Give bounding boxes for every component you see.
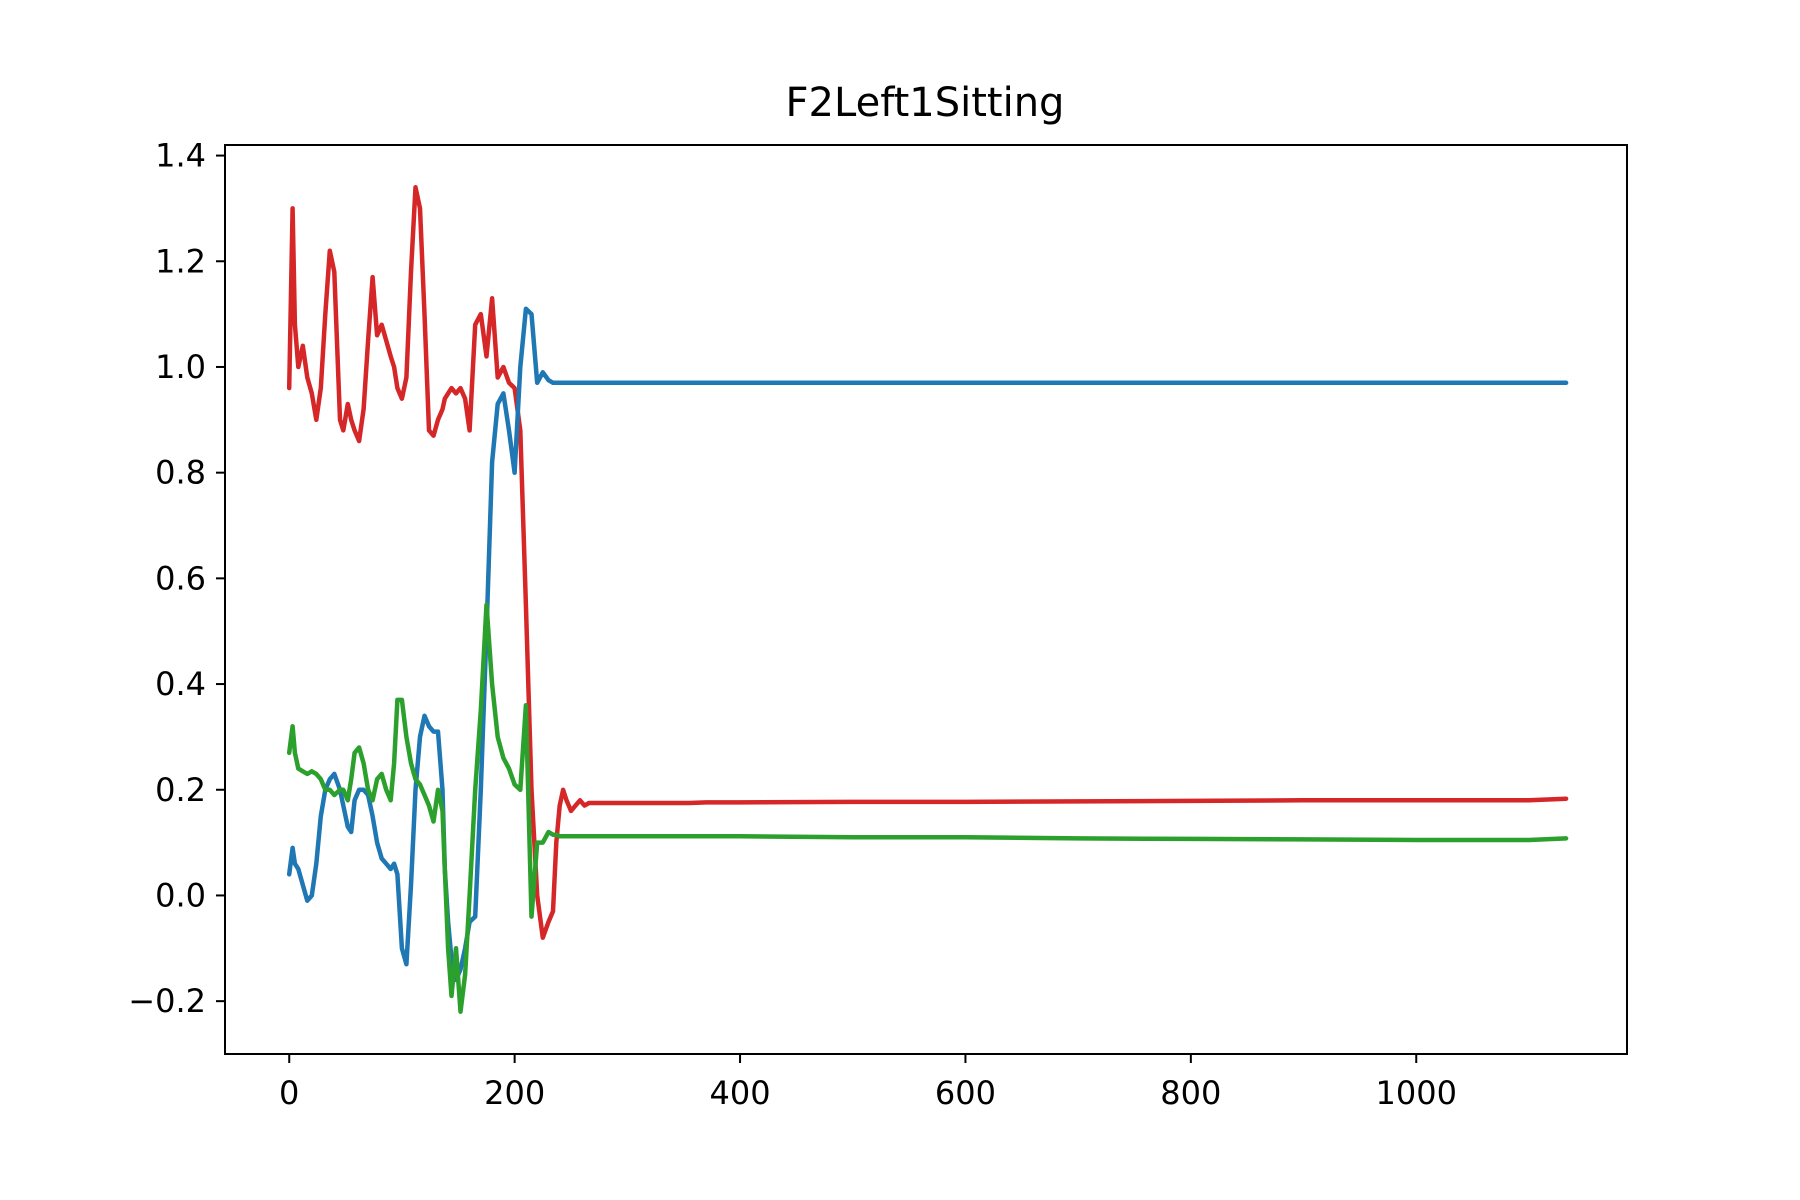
y-tick-label: 0.6 (155, 559, 206, 597)
plot-frame (224, 144, 1628, 1055)
x-tick-label: 600 (935, 1074, 996, 1112)
y-tick-label: 0.2 (155, 771, 206, 809)
series-layer (286, 185, 1569, 1014)
y-axis: −0.2 0.0 0.2 0.4 0.6 0.8 1.0 1.2 1.4 (128, 137, 225, 1020)
x-tick-label: 0 (279, 1074, 299, 1112)
y-tick-label: 1.2 (155, 242, 206, 280)
series-line-3 (286, 602, 1569, 1014)
y-tick-label: −0.2 (128, 982, 206, 1020)
x-axis: 0 200 400 600 800 1000 (279, 1054, 1457, 1112)
y-tick-label: 1.4 (155, 137, 206, 175)
y-tick-label: 0.4 (155, 665, 206, 703)
x-tick-label: 200 (484, 1074, 545, 1112)
chart-title: F2Left1Sitting (786, 80, 1065, 126)
series-line-1 (286, 185, 1569, 940)
series-line-2 (286, 306, 1569, 983)
x-tick-label: 800 (1160, 1074, 1221, 1112)
y-tick-label: 1.0 (155, 348, 206, 386)
x-tick-label: 1000 (1376, 1074, 1457, 1112)
y-tick-label: 0.8 (155, 454, 206, 492)
y-tick-label: 0.0 (155, 876, 206, 914)
x-tick-label: 400 (710, 1074, 771, 1112)
